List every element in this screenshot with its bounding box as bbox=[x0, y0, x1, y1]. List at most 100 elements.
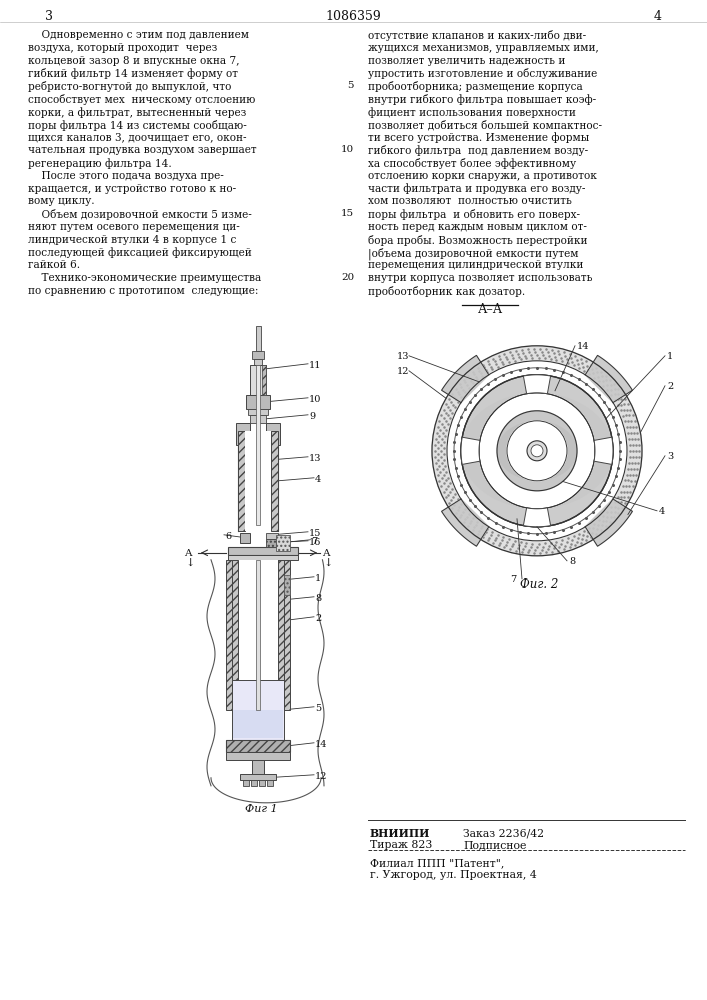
Text: 1: 1 bbox=[667, 352, 673, 361]
Bar bbox=[238, 431, 245, 531]
Bar bbox=[252, 760, 264, 778]
Text: няют путем осевого перемещения ци-: няют путем осевого перемещения ци- bbox=[28, 222, 240, 232]
Text: 16: 16 bbox=[309, 538, 322, 547]
Text: Заказ 2236/42: Заказ 2236/42 bbox=[463, 828, 544, 838]
Text: 20: 20 bbox=[341, 273, 354, 282]
Text: 13: 13 bbox=[309, 454, 322, 463]
Polygon shape bbox=[479, 393, 595, 509]
Bar bbox=[284, 560, 290, 710]
Bar bbox=[250, 415, 266, 423]
Bar bbox=[244, 445, 254, 455]
Text: Одновременно с этим под давлением: Одновременно с этим под давлением bbox=[28, 30, 249, 40]
Bar bbox=[267, 780, 273, 786]
Bar bbox=[266, 533, 278, 539]
Text: линдрической втулки 4 в корпусе 1 с: линдрической втулки 4 в корпусе 1 с bbox=[28, 235, 236, 245]
Polygon shape bbox=[442, 499, 489, 546]
Text: бора пробы. Возможность перестройки: бора пробы. Возможность перестройки bbox=[368, 235, 588, 246]
Text: 6: 6 bbox=[225, 532, 231, 541]
Text: 2: 2 bbox=[315, 614, 321, 623]
Text: пробоотборника; размещение корпуса: пробоотборника; размещение корпуса bbox=[368, 81, 583, 92]
Polygon shape bbox=[461, 375, 613, 527]
Text: ность перед каждым новым циклом от-: ность перед каждым новым циклом от- bbox=[368, 222, 587, 232]
Text: 2: 2 bbox=[667, 382, 673, 391]
Text: ↓: ↓ bbox=[186, 559, 195, 569]
Text: 10: 10 bbox=[341, 145, 354, 154]
Text: г. Ужгород, ул. Проектная, 4: г. Ужгород, ул. Проектная, 4 bbox=[370, 870, 537, 880]
Text: позволяет добиться большей компактнос-: позволяет добиться большей компактнос- bbox=[368, 120, 602, 130]
Text: отсутствие клапанов и каких-либо дви-: отсутствие клапанов и каких-либо дви- bbox=[368, 30, 586, 41]
Text: Фиг 1: Фиг 1 bbox=[245, 804, 277, 814]
Text: регенерацию фильтра 14.: регенерацию фильтра 14. bbox=[28, 158, 172, 169]
Bar bbox=[228, 555, 298, 560]
Text: Филиал ППП "Патент",: Филиал ППП "Патент", bbox=[370, 858, 504, 868]
Text: После этого подача воздуха пре-: После этого подача воздуха пре- bbox=[28, 171, 223, 181]
Bar bbox=[250, 365, 266, 395]
Polygon shape bbox=[447, 361, 627, 541]
Bar bbox=[284, 575, 290, 595]
Bar bbox=[252, 351, 264, 359]
Text: гибкого фильтра  под давлением возду-: гибкого фильтра под давлением возду- bbox=[368, 145, 588, 156]
Text: 4: 4 bbox=[654, 10, 662, 23]
Bar bbox=[256, 365, 260, 525]
Text: 12: 12 bbox=[397, 367, 409, 376]
Text: хом позволяют  полностью очистить: хом позволяют полностью очистить bbox=[368, 196, 572, 206]
Bar bbox=[255, 326, 260, 351]
Bar bbox=[238, 560, 278, 680]
Bar bbox=[262, 365, 266, 395]
Text: последующей фиксацией фиксирующей: последующей фиксацией фиксирующей bbox=[28, 248, 252, 258]
Text: кращается, и устройство готово к но-: кращается, и устройство готово к но- bbox=[28, 184, 236, 194]
Text: Подписное: Подписное bbox=[463, 840, 527, 850]
Text: жущихся механизмов, управляемых ими,: жущихся механизмов, управляемых ими, bbox=[368, 43, 599, 53]
Text: 11: 11 bbox=[309, 361, 322, 370]
Polygon shape bbox=[442, 355, 489, 403]
Text: |объема дозировочной емкости путем: |объема дозировочной емкости путем bbox=[368, 248, 578, 260]
Bar bbox=[226, 740, 290, 752]
Polygon shape bbox=[497, 411, 577, 491]
Bar bbox=[276, 535, 290, 551]
Bar bbox=[236, 423, 250, 445]
Text: 15: 15 bbox=[309, 529, 322, 538]
Text: 15: 15 bbox=[341, 209, 354, 218]
Text: ха способствует более эффективному: ха способствует более эффективному bbox=[368, 158, 576, 169]
Text: 5: 5 bbox=[315, 704, 321, 713]
Text: 3: 3 bbox=[45, 10, 53, 23]
Text: 5: 5 bbox=[348, 81, 354, 90]
Text: упростить изготовление и обслуживание: упростить изготовление и обслуживание bbox=[368, 68, 597, 79]
Text: 4: 4 bbox=[659, 507, 665, 516]
Bar bbox=[259, 780, 265, 786]
Polygon shape bbox=[523, 508, 551, 527]
Polygon shape bbox=[461, 437, 480, 464]
Text: 14: 14 bbox=[315, 740, 327, 749]
Text: по сравнению с прототипом  следующие:: по сравнению с прототипом следующие: bbox=[28, 286, 259, 296]
Text: пробоотборник как дозатор.: пробоотборник как дозатор. bbox=[368, 286, 525, 297]
Polygon shape bbox=[585, 355, 633, 403]
Text: 13: 13 bbox=[397, 352, 409, 361]
Bar bbox=[232, 560, 238, 680]
Text: отслоению корки снаружи, а противоток: отслоению корки снаружи, а противоток bbox=[368, 171, 597, 181]
Text: ти всего устройства. Изменение формы: ти всего устройства. Изменение формы bbox=[368, 132, 589, 143]
Text: Технико-экономические преимущества: Технико-экономические преимущества bbox=[28, 273, 262, 283]
Bar bbox=[246, 395, 270, 409]
Text: способствует мех  ническому отслоению: способствует мех ническому отслоению bbox=[28, 94, 255, 105]
Bar bbox=[271, 431, 278, 531]
Bar bbox=[254, 359, 262, 365]
Bar bbox=[233, 710, 283, 738]
Bar bbox=[256, 560, 260, 710]
Polygon shape bbox=[432, 346, 642, 556]
Text: ↓: ↓ bbox=[324, 559, 334, 569]
Text: ребристо-вогнутой до выпуклой, что: ребристо-вогнутой до выпуклой, что bbox=[28, 81, 231, 92]
Text: чательная продувка воздухом завершает: чательная продувка воздухом завершает bbox=[28, 145, 257, 155]
Polygon shape bbox=[594, 437, 613, 464]
Bar bbox=[278, 560, 284, 680]
Bar bbox=[226, 560, 232, 710]
Bar bbox=[240, 533, 250, 543]
Text: фициент использования поверхности: фициент использования поверхности bbox=[368, 107, 576, 118]
Text: Фиг. 2: Фиг. 2 bbox=[520, 578, 559, 591]
Polygon shape bbox=[507, 421, 567, 481]
Text: корки, а фильтрат, вытесненный через: корки, а фильтрат, вытесненный через bbox=[28, 107, 246, 118]
Bar bbox=[228, 547, 298, 555]
Bar bbox=[232, 680, 284, 740]
Bar bbox=[248, 409, 268, 415]
Text: перемещения цилиндрической втулки: перемещения цилиндрической втулки bbox=[368, 260, 583, 270]
Text: 10: 10 bbox=[309, 395, 322, 404]
